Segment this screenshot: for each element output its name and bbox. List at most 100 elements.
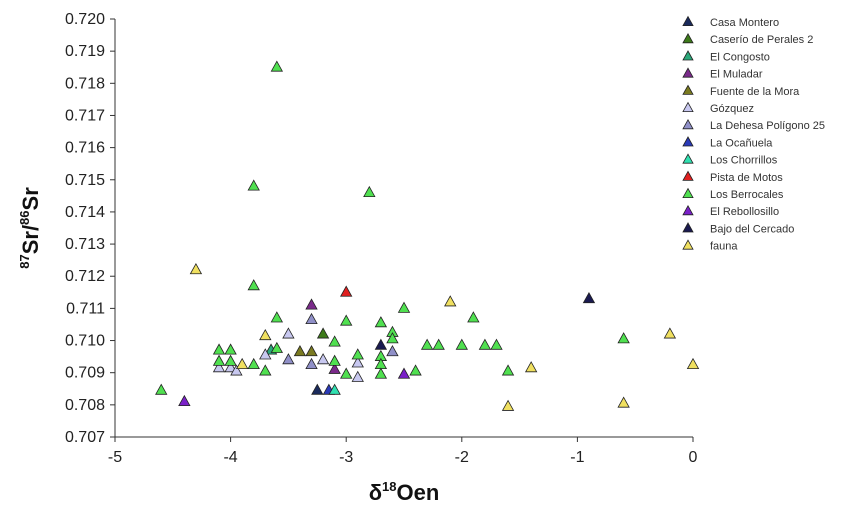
- y-tick-label: 0.710: [65, 333, 105, 350]
- y-tick-label: 0.717: [65, 107, 105, 124]
- legend-marker: [682, 153, 694, 164]
- data-point: [270, 60, 284, 72]
- data-point: [490, 338, 503, 350]
- legend-marker: [682, 84, 694, 95]
- data-point: [235, 357, 249, 370]
- data-point: [663, 327, 677, 339]
- data-point: [305, 345, 318, 357]
- data-point: [374, 316, 388, 328]
- y-ticks: 0.707 0.708 0.709 0.710 0.711 0.712 0.713 0.714…: [65, 11, 115, 446]
- x-tick-label: -2: [455, 449, 469, 466]
- data-point: [270, 311, 284, 323]
- data-point: [305, 357, 318, 370]
- data-point: [686, 357, 700, 370]
- data-point: [409, 364, 422, 376]
- data-point: [224, 361, 237, 373]
- legend-label: El Muladar: [710, 69, 763, 81]
- data-point: [178, 394, 191, 406]
- y-tick-label: 0.720: [65, 11, 105, 28]
- data-point: [282, 353, 295, 365]
- legend: Casa Montero Caserío de Perales 2 El Congo…: [682, 15, 825, 253]
- legend-marker: [682, 222, 694, 233]
- y-tick-label: 0.718: [65, 75, 105, 92]
- data-point: [212, 361, 226, 373]
- y-tick-label: 0.708: [65, 397, 105, 414]
- data-point: [270, 341, 284, 353]
- data-point: [293, 345, 307, 357]
- legend-marker: [682, 32, 694, 44]
- data-point: [328, 354, 341, 366]
- data-point: [328, 383, 341, 395]
- legend-marker: [682, 101, 694, 112]
- data-point: [328, 335, 341, 347]
- legend-label: El Congosto: [710, 51, 770, 63]
- legend-marker: [682, 67, 694, 78]
- data-point: [282, 327, 295, 339]
- data-point: [351, 356, 364, 368]
- data-point: [444, 295, 457, 307]
- legend-label: fauna: [710, 241, 738, 253]
- data-point: [340, 314, 353, 326]
- data-points: [155, 60, 700, 411]
- data-point: [189, 263, 203, 275]
- data-point: [386, 345, 399, 357]
- data-point: [155, 383, 168, 395]
- data-point: [420, 338, 434, 350]
- y-tick-label: 0.714: [65, 204, 105, 221]
- data-point: [305, 298, 318, 310]
- data-point: [224, 354, 237, 366]
- y-tick-label: 0.709: [65, 365, 105, 382]
- x-tick-label: -3: [339, 449, 353, 466]
- data-point: [224, 343, 237, 355]
- legend-label: Fuente de la Mora: [710, 86, 800, 98]
- legend-label: Casa Montero: [710, 17, 779, 29]
- data-point: [397, 301, 411, 313]
- data-point: [582, 291, 596, 304]
- data-point: [212, 354, 226, 366]
- legend-marker: [682, 50, 694, 61]
- y-tick-label: 0.712: [65, 268, 105, 285]
- data-point: [230, 364, 243, 376]
- data-point: [374, 367, 388, 379]
- legend-marker: [682, 239, 694, 250]
- data-point: [247, 279, 260, 291]
- legend-marker: [682, 118, 694, 130]
- legend-label: Bajo del Cercado: [710, 223, 794, 235]
- data-point: [374, 338, 388, 350]
- legend-marker: [682, 136, 694, 147]
- x-tick-label: -4: [223, 449, 237, 466]
- data-point: [259, 348, 272, 360]
- data-point: [340, 285, 353, 297]
- data-point: [311, 383, 324, 395]
- y-tick-label: 0.711: [66, 300, 105, 317]
- x-tick-label: 0: [689, 449, 698, 466]
- data-point: [524, 361, 538, 373]
- legend-label: La Ocañuela: [710, 137, 773, 149]
- data-point: [340, 367, 353, 379]
- legend-label: Los Chorrillos: [710, 155, 778, 167]
- data-point: [247, 357, 260, 370]
- y-tick-label: 0.715: [65, 172, 105, 189]
- legend-marker: [682, 187, 694, 199]
- y-tick-label: 0.719: [65, 43, 105, 60]
- data-point: [316, 327, 330, 339]
- data-point: [617, 396, 630, 408]
- data-point: [432, 338, 445, 350]
- y-tick-label: 0.707: [65, 429, 105, 446]
- x-ticks: -5 -4 -3 -2 -1 0: [108, 437, 698, 466]
- data-point: [259, 328, 272, 341]
- data-point: [363, 185, 376, 197]
- data-point: [501, 364, 515, 376]
- y-axis-title: 87Sr/86Sr: [17, 187, 43, 269]
- x-tick-label: -1: [570, 449, 584, 466]
- data-point: [259, 364, 272, 376]
- data-point: [316, 353, 330, 365]
- data-point: [328, 362, 341, 374]
- data-point: [455, 338, 468, 350]
- legend-label: El Rebollosillo: [710, 206, 779, 218]
- data-point: [247, 179, 260, 191]
- y-tick-label: 0.716: [65, 140, 105, 157]
- data-point: [351, 348, 364, 360]
- data-point: [467, 311, 480, 323]
- legend-marker: [682, 15, 694, 27]
